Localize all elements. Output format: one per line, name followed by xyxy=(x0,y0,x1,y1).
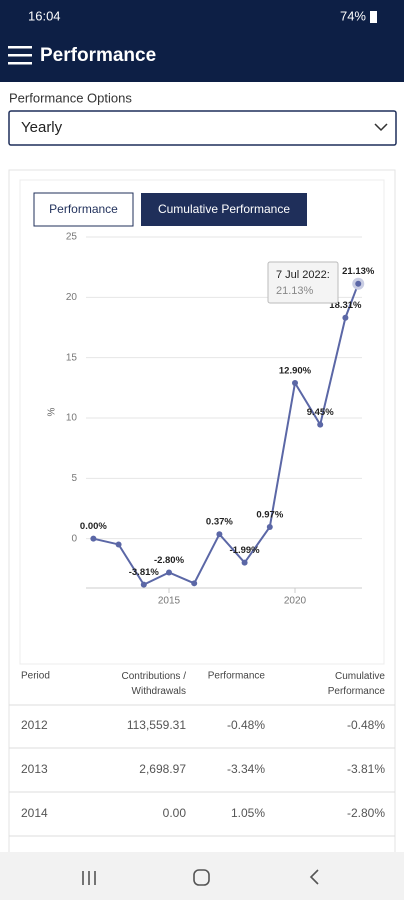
tab-label: Cumulative Performance xyxy=(158,202,290,216)
table-cell: -2.80% xyxy=(347,806,385,820)
nav-bar xyxy=(0,852,404,900)
data-point xyxy=(216,531,223,538)
nav-home[interactable] xyxy=(193,869,210,886)
table-header: Period xyxy=(21,671,50,682)
data-label: -2.80% xyxy=(154,555,185,566)
table-header-line: Performance xyxy=(328,686,386,697)
data-label: 9.45% xyxy=(307,407,334,418)
table-cell: 2,698.97 xyxy=(139,762,186,776)
app-title: Performance xyxy=(40,45,156,66)
tab-performance[interactable] xyxy=(33,192,134,227)
status-time: 16:04 xyxy=(28,8,61,23)
data-point xyxy=(90,535,97,542)
tab-cumulative[interactable] xyxy=(141,193,307,226)
chart-panel xyxy=(19,179,385,665)
data-label: 0.37% xyxy=(206,517,233,528)
menu-icon[interactable] xyxy=(8,46,32,65)
table-cell: -0.48% xyxy=(347,718,385,732)
options-select[interactable] xyxy=(8,110,397,146)
table-header-line: Withdrawals xyxy=(132,686,186,697)
table-cell: -0.48% xyxy=(227,718,265,732)
data-point xyxy=(241,559,248,566)
y-tick-label: 10 xyxy=(66,413,78,424)
series-line xyxy=(93,283,360,586)
options-label: Performance Options xyxy=(9,90,132,105)
table-header-line: Cumulative xyxy=(335,671,385,682)
data-point xyxy=(266,523,273,530)
table-header: Performance xyxy=(208,671,266,682)
data-point xyxy=(140,581,147,588)
table-header: Contributions / Withdrawals xyxy=(122,671,187,697)
tooltip-label: 7 Jul 2022: xyxy=(276,269,330,281)
y-tick-label: 15 xyxy=(66,352,78,363)
table: Period Contributions / Withdrawals Performa… xyxy=(9,671,395,837)
data-point xyxy=(115,541,122,548)
table-cell: -3.34% xyxy=(227,762,265,776)
table-cell: 113,559.31 xyxy=(127,718,186,732)
battery-icon xyxy=(370,11,377,23)
y-tick-label: 25 xyxy=(66,232,78,243)
dropdown-arrow xyxy=(374,123,388,132)
tooltip xyxy=(267,261,339,304)
tab-label: Performance xyxy=(49,202,118,216)
data-point xyxy=(317,421,324,428)
data-point xyxy=(191,580,198,587)
table-cell: 1.05% xyxy=(231,806,265,820)
y-tick-label: 20 xyxy=(66,292,78,303)
x-tick-label: 2015 xyxy=(158,596,181,607)
y-axis-label: % xyxy=(47,407,58,416)
data-label: 0.00% xyxy=(80,521,107,532)
data-label: 21.13% xyxy=(342,266,375,277)
table-cell: 2012 xyxy=(21,718,48,732)
data-point xyxy=(292,380,298,387)
table-cell: 2014 xyxy=(21,806,48,820)
data-label: 0.97% xyxy=(256,509,283,520)
data-point xyxy=(352,277,365,290)
table-cell: -3.81% xyxy=(347,762,385,776)
table-header-line: Contributions / xyxy=(122,671,187,682)
table-cell: 2013 xyxy=(21,762,48,776)
table-header: Cumulative Performance xyxy=(328,671,386,697)
data-point xyxy=(342,314,349,321)
options-value: Yearly xyxy=(21,119,63,136)
nav-back[interactable] xyxy=(309,869,319,885)
data-label: 12.90% xyxy=(279,366,312,377)
data-label: -1.99% xyxy=(230,545,261,556)
y-tick-label: 5 xyxy=(71,473,77,484)
x-tick-label: 2020 xyxy=(284,596,307,607)
y-tick-label: 0 xyxy=(71,533,77,544)
tooltip-value: 21.13% xyxy=(276,285,314,297)
data-label: -3.81% xyxy=(129,567,160,578)
data-point xyxy=(166,569,172,576)
status-battery: 74% xyxy=(340,8,366,23)
data-label: 18.31% xyxy=(329,300,362,311)
app-header xyxy=(0,0,404,82)
nav-recent[interactable] xyxy=(82,871,96,885)
table-cell: 0.00 xyxy=(163,806,187,820)
